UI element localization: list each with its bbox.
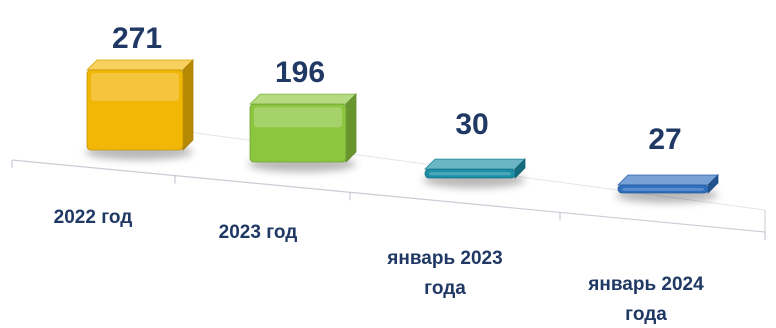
data-label: 271 [112,22,162,55]
category-label-line: года [625,304,667,325]
bar-highlight [429,172,511,176]
data-label: 196 [275,56,325,89]
category-label: январь 2023 года [386,248,502,299]
bar-top-face [424,158,526,170]
category-label-line: года [424,278,466,299]
category-label: 2023 год [219,222,298,243]
bar [617,184,709,194]
category-label-line: январь 2023 [386,248,502,269]
bar-highlight [622,188,704,191]
bar-top-face [86,59,194,71]
category-label-line: январь 2024 [587,274,704,295]
data-label: 27 [648,123,681,156]
bar-side-face [182,59,194,151]
bar [424,168,516,179]
bar [86,69,184,151]
category-label-line: 2022 год [54,207,133,228]
category-label: 2022 год [54,207,133,228]
category-label-line: 2023 год [219,222,298,243]
bar [249,103,347,163]
bar-side-face [345,93,357,163]
floor-front-edge [11,159,766,233]
bar-highlight [91,73,179,101]
data-label: 30 [455,108,488,141]
category-label: январь 2024 года [587,274,704,325]
bar-top-face [249,93,357,105]
bar-highlight [254,107,342,128]
bar-top-face [617,174,719,186]
